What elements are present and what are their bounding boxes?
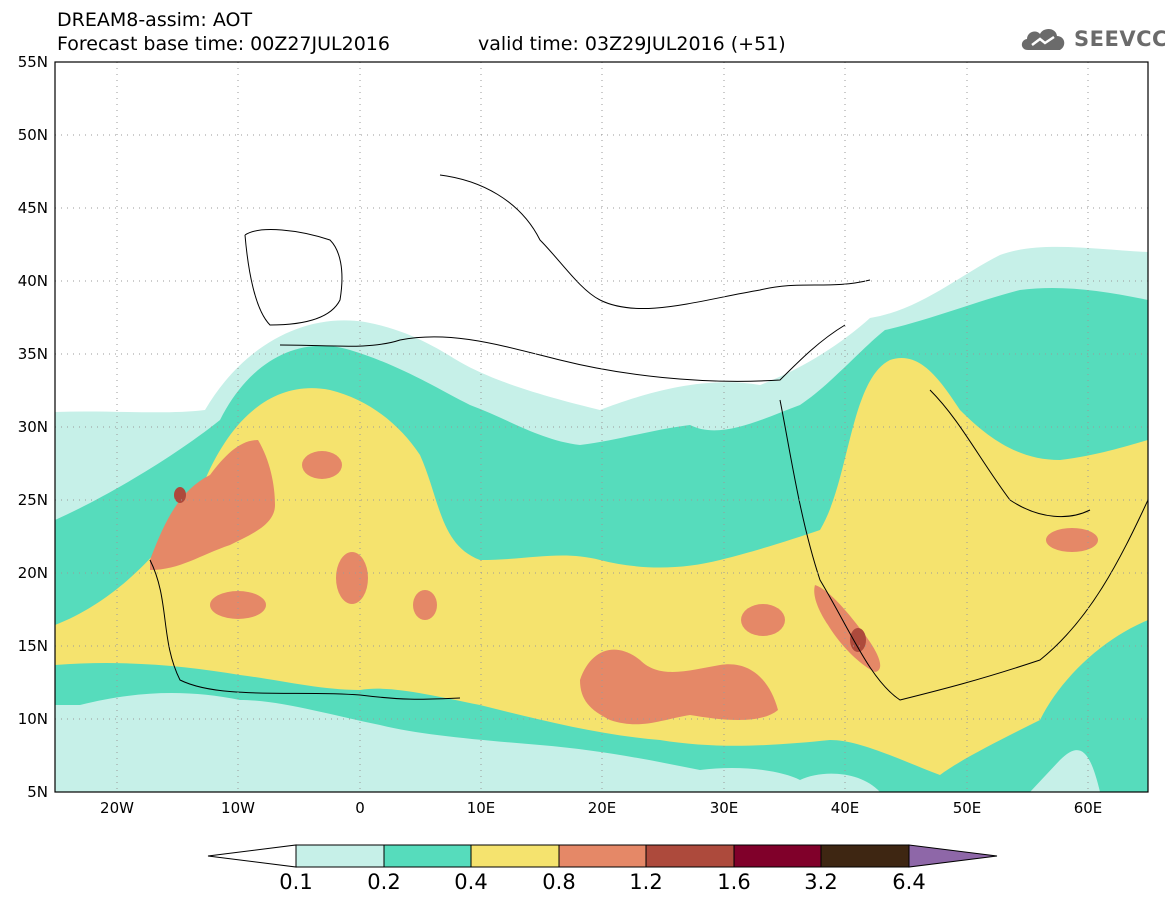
lon-label: 30E (710, 799, 739, 817)
lon-axis: 20W 10W 0 10E 20E 30E 40E 50E 60E (100, 799, 1102, 817)
lon-label: 10E (467, 799, 496, 817)
colorbar-swatch (733, 844, 822, 868)
colorbar-swatch (383, 844, 472, 868)
brand-name: SEEVCCC (1074, 27, 1165, 51)
lat-label: 35N (18, 345, 48, 363)
lon-label: 0 (355, 799, 365, 817)
lat-label: 15N (18, 637, 48, 655)
lat-label: 40N (18, 272, 48, 290)
lat-label: 20N (18, 564, 48, 582)
aot-field-0.8-chad-n (741, 604, 785, 636)
colorbar-label: 1.2 (629, 870, 663, 894)
seevccc-logo: SEEVCCC (1018, 24, 1165, 54)
lon-label: 20E (588, 799, 617, 817)
colorbar-label: 0.2 (367, 870, 401, 894)
plot-frame (54, 61, 1149, 793)
aot-field-0.8-mali-e (336, 552, 368, 604)
colorbar-swatch (820, 844, 910, 868)
lon-label: 60E (1074, 799, 1103, 817)
lon-label: 10W (221, 799, 255, 817)
aot-field-0.8-algeria (302, 451, 342, 479)
title-base-time: Forecast base time: 00Z27JUL2016 (57, 33, 390, 55)
lon-label: 50E (953, 799, 982, 817)
lat-label: 30N (18, 418, 48, 436)
aot-field-0.8-arabia (1046, 528, 1098, 552)
colorbar (207, 844, 998, 868)
colorbar-label: 0.1 (279, 870, 313, 894)
colorbar-label: 0.4 (454, 870, 488, 894)
colorbar-label: 1.6 (717, 870, 751, 894)
aot-field-0.8-niger (413, 590, 437, 620)
aot-field-1.2-a (174, 487, 186, 503)
colorbar-swatch (645, 844, 735, 868)
lon-label: 40E (831, 799, 860, 817)
aot-field-0.8-mali-w (210, 591, 266, 619)
lat-label: 50N (18, 126, 48, 144)
colorbar-swatch (558, 844, 647, 868)
colorbar-arrow-high (908, 844, 998, 868)
colorbar-label: 0.8 (542, 870, 576, 894)
lat-label: 45N (18, 199, 48, 217)
lon-label: 20W (100, 799, 134, 817)
aot-field-0.8-atlantic (150, 440, 275, 570)
colorbar-label: 3.2 (804, 870, 838, 894)
colorbar-swatch (470, 844, 560, 868)
lat-label: 5N (27, 783, 48, 801)
lat-label: 25N (18, 491, 48, 509)
aot-fields (55, 62, 1148, 792)
lat-axis: 5N 10N 15N 20N 25N 30N 35N 40N 45N 50N 5… (18, 53, 48, 801)
lat-label: 10N (18, 710, 48, 728)
title-valid-time: valid time: 03Z29JUL2016 (+51) (478, 33, 786, 55)
map-title: DREAM8-assim: AOT Forecast base time: 00… (57, 8, 390, 56)
graticule (55, 62, 1148, 792)
coastlines (149, 174, 1148, 701)
lat-label: 55N (18, 53, 48, 71)
colorbar-swatch (295, 844, 385, 868)
colorbar-label: 6.4 (892, 870, 926, 894)
aot-field-0.8-chad (580, 649, 778, 725)
cloud-icon (1021, 28, 1065, 50)
colorbar-arrow-low (207, 844, 297, 868)
title-product: DREAM8-assim: AOT (57, 9, 253, 31)
